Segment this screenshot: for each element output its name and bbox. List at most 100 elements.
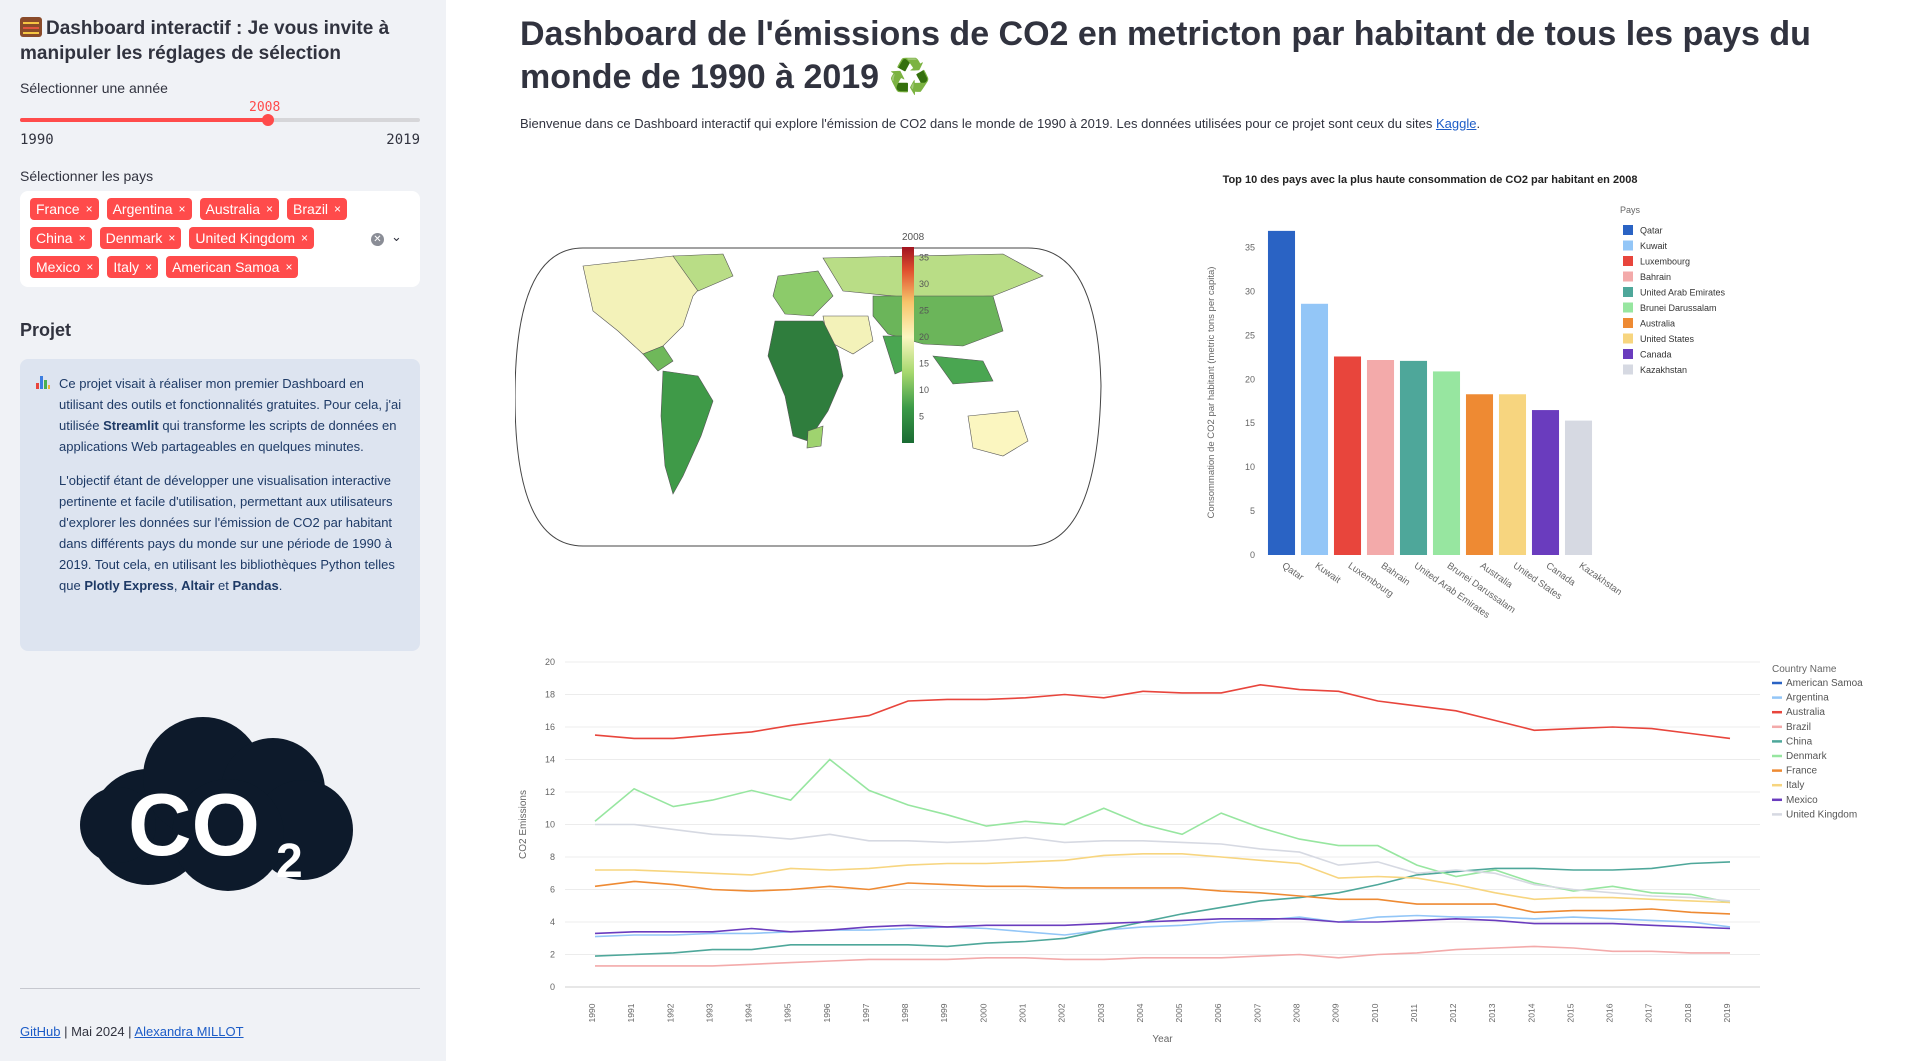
remove-tag-icon[interactable]: × [78,231,86,245]
line-chart-xtick: 1997 [861,1003,871,1022]
year-slider-value: 2008 [249,100,281,115]
line-chart-ytick: 16 [545,722,555,732]
co2-line-chart[interactable]: 0 2 4 6 8 10 12 14 16 18 20 1990 1991 1992 1993 1994 199… [510,650,1910,1050]
line-chart-xtick: 2003 [1096,1003,1106,1022]
line-chart-xtick: 1998 [900,1003,910,1022]
country-tag[interactable]: Mexico × [30,256,100,278]
line-chart-ytick: 14 [545,755,555,765]
remove-tag-icon[interactable]: × [145,260,153,274]
footer-divider [20,988,420,989]
bar-chart-icon [36,376,50,389]
country-tag[interactable]: Argentina × [106,198,192,220]
line-chart-xtick: 2010 [1370,1003,1380,1022]
map-colorbar-tick: 25 [919,306,929,316]
line-legend-label: American Samoa [1786,678,1863,689]
bar-chart-ytick: 35 [1245,243,1255,253]
bar-chart-title: Top 10 des pays avec la plus haute conso… [1223,174,1638,186]
line-legend-title: Country Name [1772,664,1837,675]
map-region-europe [772,270,834,317]
line-chart-ytick: 8 [550,852,555,862]
line-legend-label: China [1786,736,1813,747]
bar-chart-xtick: Kuwait [1313,560,1343,586]
line-chart-ytick: 0 [550,982,555,992]
kaggle-link[interactable]: Kaggle [1435,116,1477,131]
map-region-australia [967,410,1029,457]
year-slider[interactable] [20,114,420,126]
bar-chart-ytick: 25 [1245,330,1255,340]
bar-legend-title: Pays [1620,205,1641,215]
map-colorbar [902,247,914,443]
line-chart-ytick: 20 [545,657,555,667]
year-slider-label: Sélectionner une année [20,80,168,96]
year-slider-fill [20,118,269,122]
remove-tag-icon[interactable]: × [301,231,309,245]
map-colorbar-tick: 20 [919,332,929,342]
sidebar-title: Dashboard interactif : Je vous invite à … [20,16,420,66]
line-legend-label: United Kingdom [1786,809,1857,820]
line-chart-xtick: 2001 [1018,1003,1028,1022]
github-link[interactable]: GitHub [20,1024,61,1039]
bar-legend-label: Kazakhstan [1640,365,1687,375]
map-region-south-america [660,370,714,495]
line-chart-xtick: 2009 [1331,1003,1341,1022]
bar-australia [1465,394,1494,555]
country-tag[interactable]: Denmark × [99,227,182,249]
line-chart-xtick: 2002 [1057,1003,1067,1022]
country-tag[interactable]: Brazil × [287,198,348,220]
bar-brunei-darussalam [1432,371,1461,555]
remove-tag-icon[interactable]: × [266,202,274,216]
recycle-icon: ♻️ [888,58,931,96]
remove-tag-icon[interactable]: × [85,202,93,216]
country-tag[interactable]: China × [30,227,92,249]
bar-legend-label: United States [1640,334,1695,344]
year-slider-thumb[interactable] [262,114,275,126]
intro-text: Bienvenue dans ce Dashboard interactif q… [520,116,1481,131]
bar-legend-swatch [1623,271,1633,282]
world-choropleth-map[interactable]: 2008 35 30 25 20 15 10 5 [515,225,1215,610]
line-legend-label: Mexico [1786,795,1818,806]
map-region-south-africa [806,425,824,449]
line-series-france [594,880,1731,915]
map-region-africa [767,320,844,442]
top10-bar-chart[interactable]: Top 10 des pays avec la plus haute conso… [1200,165,1740,635]
line-series-italy [595,853,1731,904]
country-tag[interactable]: Italy × [107,256,159,278]
line-series-denmark [594,758,1731,904]
line-chart-ytick: 10 [545,820,555,830]
bar-legend-label: Qatar [1640,226,1663,236]
remove-tag-icon[interactable]: × [285,260,293,274]
country-tag[interactable]: American Samoa × [166,256,299,278]
footer-date: | Mai 2024 | [60,1024,135,1039]
bar-qatar [1267,230,1296,555]
line-chart-xtick: 1991 [626,1003,636,1022]
remove-tag-icon[interactable]: × [168,231,176,245]
sidebar: Dashboard interactif : Je vous invite à … [0,0,446,1061]
bar-canada [1531,410,1560,555]
bar-luxembourg [1333,356,1362,555]
co2-logo-subscript: 2 [276,835,303,888]
author-link[interactable]: Alexandra MILLOT [134,1024,244,1039]
countries-multiselect[interactable]: France × Argentina × Australia × Brazil × China ×… [20,191,420,287]
remove-tag-icon[interactable]: × [86,260,94,274]
line-chart-xtick: 1992 [665,1003,675,1022]
line-chart-xtick: 2012 [1448,1003,1458,1022]
abacus-icon [20,17,42,37]
line-chart-xtick: 1994 [744,1003,754,1022]
remove-tag-icon[interactable]: × [178,202,186,216]
country-tag[interactable]: France × [30,198,99,220]
country-tag-label: United Kingdom [195,230,296,246]
line-chart-xtick: 1990 [587,1003,597,1022]
country-tag[interactable]: Australia × [199,198,280,220]
sidebar-title-text: Dashboard interactif : Je vous invite à … [20,18,390,64]
line-legend-label: Australia [1786,707,1825,718]
bar-chart-ytick: 20 [1245,374,1255,384]
country-tag-label: Mexico [36,259,81,275]
line-chart-xtick: 2017 [1644,1003,1654,1022]
chevron-down-icon[interactable]: ⌄ [391,229,402,244]
line-chart-xtick: 2004 [1135,1003,1145,1022]
map-colorbar-tick: 35 [919,253,929,263]
line-chart-xtick: 2014 [1526,1003,1536,1022]
country-tag[interactable]: United Kingdom × [189,227,315,249]
remove-tag-icon[interactable]: × [334,202,342,216]
clear-all-icon[interactable]: ✕ [371,233,384,246]
